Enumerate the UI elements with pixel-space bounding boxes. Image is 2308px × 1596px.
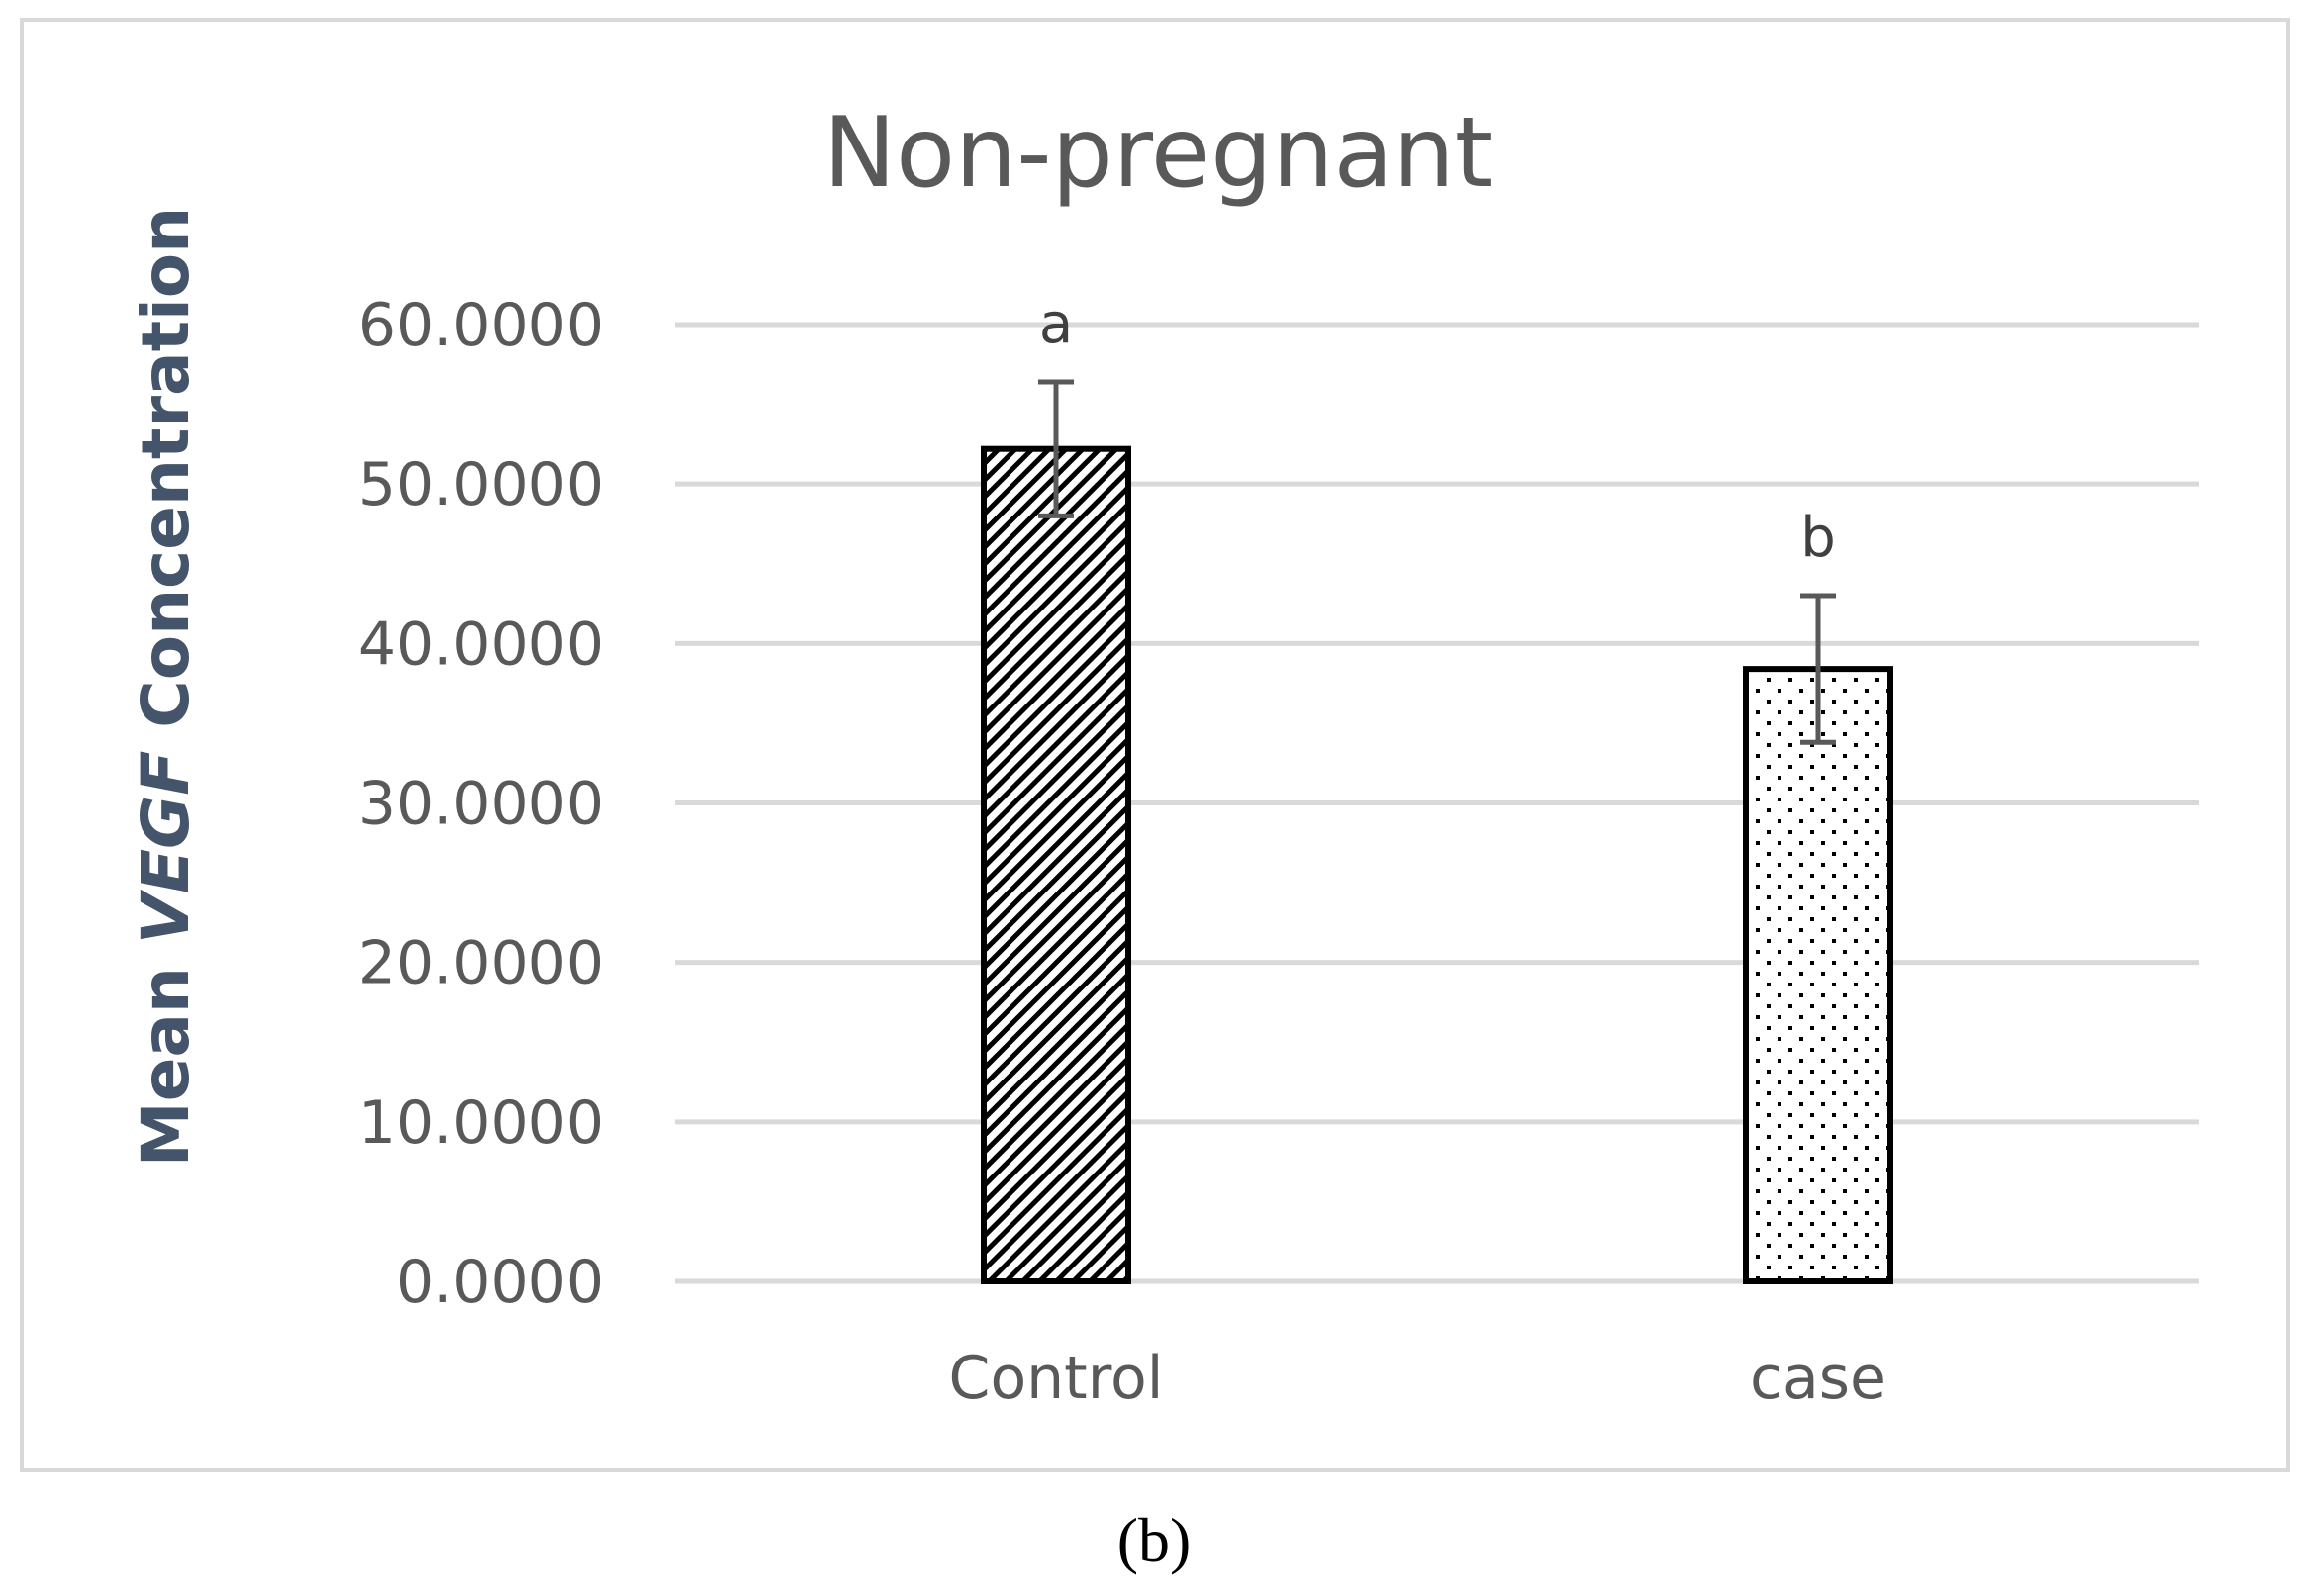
y-tick-label: 60.0000 <box>358 291 604 360</box>
y-tick-label: 20.0000 <box>358 929 604 998</box>
significance-letter: a <box>1039 292 1073 356</box>
y-axis-label-prefix: Mean <box>128 944 204 1167</box>
y-axis-label-italic: VEGF <box>128 751 204 944</box>
error-bars <box>1038 379 1836 745</box>
panel-label: (b) <box>1117 1505 1192 1575</box>
bars <box>981 445 1893 1284</box>
gridlines <box>675 322 2199 1284</box>
y-tick-label: 40.0000 <box>358 610 604 679</box>
significance-letter: b <box>1800 506 1836 570</box>
bar-control <box>981 445 1131 1284</box>
bar-case <box>1743 666 1893 1284</box>
category-labels: Control case <box>949 1344 1886 1413</box>
y-tick-label: 0.0000 <box>396 1248 604 1317</box>
y-tick-labels: 0.0000 10.0000 20.0000 30.0000 40.0000 50.000… <box>358 291 604 1317</box>
chart-title: Non-pregnant <box>823 97 1492 210</box>
category-label: Control <box>949 1344 1164 1413</box>
y-tick-label: 10.0000 <box>358 1088 604 1158</box>
category-label: case <box>1750 1344 1886 1413</box>
y-tick-label: 30.0000 <box>358 770 604 839</box>
y-axis-label: Mean VEGF Concentration <box>128 207 204 1167</box>
significance-letters: ab <box>1039 292 1836 570</box>
y-tick-label: 50.0000 <box>358 450 604 519</box>
chart-frame <box>20 18 2290 1472</box>
y-axis-label-suffix: Concentration <box>128 207 204 751</box>
